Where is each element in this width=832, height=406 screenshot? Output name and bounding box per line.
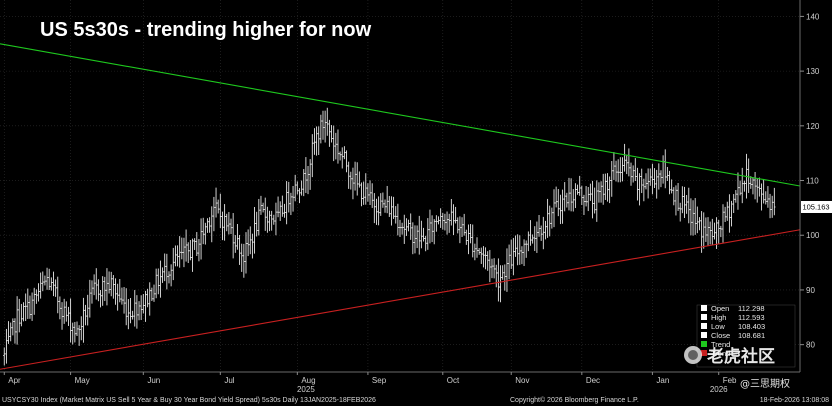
x-tick-label: 2025 bbox=[297, 385, 315, 394]
watermark: 老虎社区 @三思期权 bbox=[684, 346, 790, 390]
y-tick-label: 100 bbox=[806, 231, 820, 240]
x-tick-label: Sep bbox=[372, 376, 387, 385]
legend-value: 112.593 bbox=[738, 313, 765, 322]
y-tick-label: 80 bbox=[806, 341, 815, 350]
x-tick-label: Jul bbox=[224, 376, 234, 385]
x-tick-label: Feb bbox=[723, 376, 737, 385]
legend-swatch bbox=[701, 314, 707, 320]
chart-title: US 5s30s - trending higher for now bbox=[40, 19, 372, 41]
x-tick-label: Jan bbox=[656, 376, 669, 385]
legend-label: Open bbox=[711, 304, 729, 313]
ohlc-bar bbox=[773, 187, 776, 216]
legend: Open 112.298 High 112.593 Low 108.403 Close 108… bbox=[696, 304, 796, 368]
legend-label: Low bbox=[711, 322, 725, 331]
x-tick-label: Aug bbox=[301, 376, 315, 385]
trend-lines bbox=[0, 43, 801, 370]
footer-source: USYCSY30 Index (Market Matrix US Sell 5 … bbox=[2, 397, 376, 404]
tiger-logo-icon bbox=[684, 346, 702, 364]
y-axis-ticks: 80 90 100 110 120 130 140 bbox=[800, 12, 820, 350]
legend-value: 108.681 bbox=[738, 331, 765, 340]
x-tick-label: Dec bbox=[586, 376, 600, 385]
legend-swatch bbox=[701, 350, 707, 356]
x-tick-label: May bbox=[75, 376, 90, 385]
axes bbox=[0, 0, 801, 373]
tiger-logo-inner-icon bbox=[688, 350, 698, 360]
x-tick-label: Apr bbox=[8, 376, 21, 385]
footer-timestamp: 18-Feb-2026 13:08:08 bbox=[760, 397, 829, 404]
y-tick-label: 90 bbox=[806, 286, 815, 295]
y-tick-label: 140 bbox=[806, 12, 820, 21]
legend-swatch bbox=[701, 332, 707, 338]
watermark-text: 老虎社区 bbox=[706, 346, 775, 367]
legend-box bbox=[696, 304, 796, 368]
trend-line-lower bbox=[0, 229, 801, 370]
legend-value: 112.298 bbox=[738, 304, 765, 313]
legend-label: Trend bbox=[711, 349, 730, 358]
last-price-tag: 105.163 bbox=[801, 200, 832, 213]
y-tick-label: 110 bbox=[806, 177, 819, 186]
legend-label: Close bbox=[711, 331, 730, 340]
legend-label: High bbox=[711, 313, 726, 322]
legend-swatch bbox=[701, 305, 707, 311]
x-tick-label: 2026 bbox=[710, 385, 728, 394]
price-bars bbox=[3, 107, 776, 366]
legend-swatch bbox=[701, 323, 707, 329]
y-tick-label: 130 bbox=[806, 67, 820, 76]
x-tick-label: Nov bbox=[515, 376, 529, 385]
x-tick-label: Jun bbox=[147, 376, 160, 385]
x-tick-label: Oct bbox=[447, 376, 460, 385]
footer-copyright: Copyright© 2026 Bloomberg Finance L.P. bbox=[510, 396, 639, 404]
trend-line-upper bbox=[0, 43, 801, 187]
legend-label: Trend bbox=[711, 340, 730, 349]
y-tick-label: 120 bbox=[806, 122, 820, 131]
last-price-box bbox=[801, 200, 832, 213]
legend-swatch bbox=[701, 341, 707, 347]
watermark-subtext: @三思期权 bbox=[740, 377, 790, 390]
legend-value: 108.403 bbox=[738, 322, 765, 331]
last-price-label: 105.163 bbox=[802, 202, 829, 211]
